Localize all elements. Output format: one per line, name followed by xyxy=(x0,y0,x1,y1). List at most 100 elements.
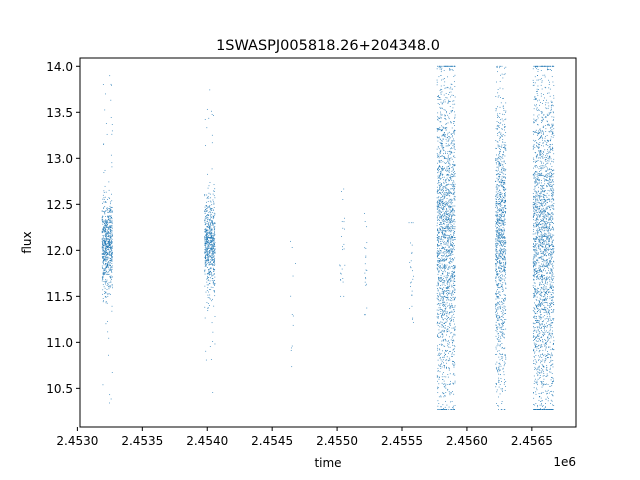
data-point xyxy=(453,373,455,374)
data-point xyxy=(452,382,454,384)
data-point xyxy=(437,290,439,292)
data-point xyxy=(107,248,109,250)
data-point xyxy=(454,188,455,190)
data-point xyxy=(453,210,455,212)
data-point xyxy=(452,356,453,357)
data-point xyxy=(439,371,441,373)
data-point xyxy=(291,345,293,347)
data-point xyxy=(447,299,449,301)
data-point xyxy=(448,367,450,369)
data-point xyxy=(495,214,496,216)
data-point xyxy=(498,155,500,157)
data-point xyxy=(446,249,448,251)
data-point xyxy=(499,369,501,371)
data-point xyxy=(437,129,438,131)
data-point xyxy=(209,250,210,251)
data-point xyxy=(495,366,497,368)
data-point xyxy=(448,195,450,196)
data-point xyxy=(447,102,449,104)
data-point xyxy=(106,263,108,265)
data-point xyxy=(498,165,500,167)
data-point xyxy=(550,285,552,287)
data-point xyxy=(211,229,213,231)
data-point xyxy=(436,237,438,238)
data-point xyxy=(204,242,206,244)
data-point xyxy=(445,187,447,189)
data-point xyxy=(552,81,554,83)
data-point xyxy=(445,307,447,309)
data-point xyxy=(451,305,453,307)
data-point xyxy=(212,259,214,260)
data-point xyxy=(539,205,541,207)
data-point xyxy=(448,265,450,267)
data-point xyxy=(444,99,446,101)
data-point xyxy=(442,271,444,272)
data-point xyxy=(497,141,499,143)
data-point xyxy=(437,228,439,230)
data-point xyxy=(444,386,446,388)
data-point xyxy=(441,288,443,290)
data-point xyxy=(500,119,501,121)
data-point xyxy=(209,346,211,347)
data-point xyxy=(111,242,113,244)
data-point xyxy=(443,186,444,188)
data-point xyxy=(495,315,497,317)
data-point xyxy=(496,222,497,224)
data-point xyxy=(364,263,366,265)
data-point xyxy=(438,166,440,168)
data-point xyxy=(437,281,439,283)
data-point xyxy=(543,185,545,187)
data-point xyxy=(552,344,554,345)
data-point xyxy=(449,106,451,107)
data-point xyxy=(499,230,501,232)
data-point xyxy=(209,232,211,234)
data-point xyxy=(209,237,211,238)
data-point xyxy=(501,235,502,237)
data-point xyxy=(453,383,455,385)
data-point xyxy=(110,251,112,253)
data-point xyxy=(495,255,497,256)
data-point xyxy=(110,277,112,279)
data-point xyxy=(413,275,414,277)
data-point xyxy=(105,231,106,232)
data-point xyxy=(498,181,500,183)
data-point xyxy=(442,303,444,305)
data-point xyxy=(109,285,111,287)
data-point xyxy=(502,195,503,197)
data-point xyxy=(505,176,506,178)
data-point xyxy=(454,382,456,384)
data-point xyxy=(107,264,108,266)
data-point xyxy=(454,327,456,329)
data-point xyxy=(496,259,498,261)
data-point xyxy=(206,231,207,233)
data-point xyxy=(443,181,445,183)
data-point xyxy=(504,264,506,266)
data-point xyxy=(366,283,368,285)
data-point xyxy=(444,308,446,310)
data-point xyxy=(109,240,110,242)
data-point xyxy=(454,215,456,216)
data-point xyxy=(442,200,444,202)
data-point xyxy=(102,271,104,273)
data-point xyxy=(443,65,445,67)
data-point xyxy=(103,172,105,174)
data-point xyxy=(103,201,105,203)
data-point xyxy=(437,177,439,179)
data-point xyxy=(540,231,542,232)
data-point xyxy=(501,285,502,287)
data-point xyxy=(440,172,441,174)
data-point xyxy=(108,241,110,243)
data-point xyxy=(503,241,505,243)
data-point xyxy=(503,248,505,250)
data-point xyxy=(449,342,451,344)
data-point xyxy=(499,148,500,149)
data-point xyxy=(110,267,112,269)
data-point xyxy=(496,253,498,254)
data-point xyxy=(495,363,497,365)
data-point xyxy=(452,199,454,201)
data-point xyxy=(212,274,214,276)
data-point xyxy=(496,184,498,186)
data-point xyxy=(496,327,497,328)
data-point xyxy=(495,174,497,176)
data-point xyxy=(550,65,552,67)
